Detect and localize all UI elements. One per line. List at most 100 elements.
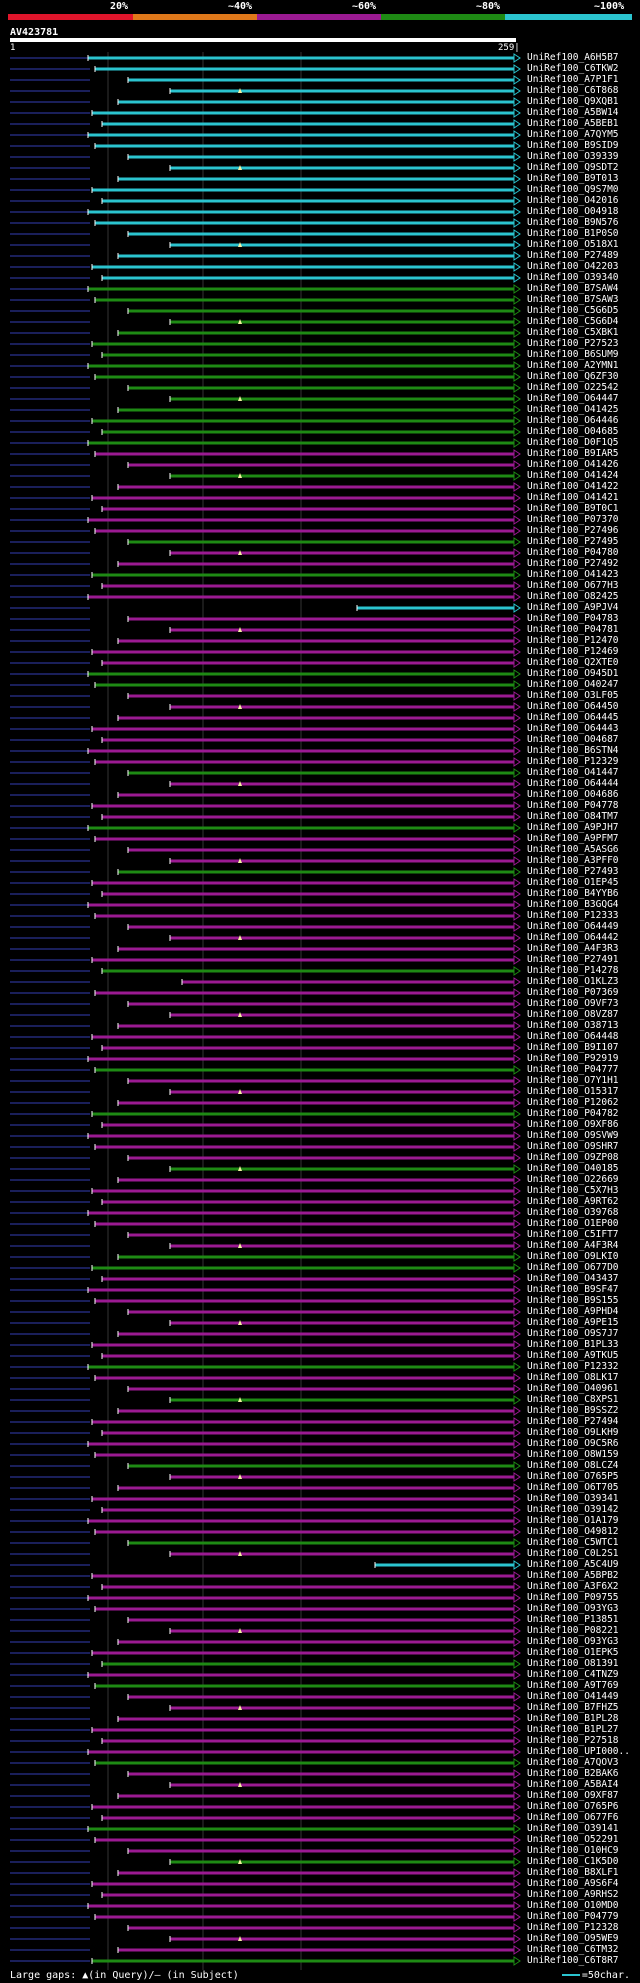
hit-label[interactable]: UniRef100_P27495 <box>527 536 619 547</box>
hit-label[interactable]: UniRef100_P08221 <box>527 1625 619 1636</box>
hit-label[interactable]: UniRef100_C6T868 <box>527 85 619 96</box>
hit-label[interactable]: UniRef100_C8XPS1 <box>527 1394 619 1405</box>
hit-label[interactable]: UniRef100_Q6ZF30 <box>527 371 619 382</box>
hit-label[interactable]: UniRef100_O64447 <box>527 393 619 404</box>
hit-label[interactable]: UniRef100_P12470 <box>527 635 619 646</box>
hit-label[interactable]: UniRef100_P27496 <box>527 525 619 536</box>
hit-label[interactable]: UniRef100_O9LKH9 <box>527 1427 619 1438</box>
hit-label[interactable]: UniRef100_O41421 <box>527 492 619 503</box>
hit-label[interactable]: UniRef100_O41424 <box>527 470 619 481</box>
hit-label[interactable]: UniRef100_P92919 <box>527 1053 619 1064</box>
hit-label[interactable]: UniRef100_P12333 <box>527 910 619 921</box>
hit-label[interactable]: UniRef100_O22542 <box>527 382 619 393</box>
hit-label[interactable]: UniRef100_O1KLZ3 <box>527 976 619 987</box>
hit-label[interactable]: UniRef100_P04779 <box>527 1911 619 1922</box>
hit-label[interactable]: UniRef100_B9SF47 <box>527 1284 619 1295</box>
hit-label[interactable]: UniRef100_A9RHS2 <box>527 1889 619 1900</box>
hit-label[interactable]: UniRef100_B9SID9 <box>527 140 619 151</box>
hit-label[interactable]: UniRef100_O39141 <box>527 1823 619 1834</box>
hit-label[interactable]: UniRef100_C0L2S1 <box>527 1548 619 1559</box>
hit-label[interactable]: UniRef100_C6TM32 <box>527 1944 619 1955</box>
hit-label[interactable]: UniRef100_P27518 <box>527 1735 619 1746</box>
hit-label[interactable]: UniRef100_A9PJV4 <box>527 602 619 613</box>
hit-label[interactable]: UniRef100_P27493 <box>527 866 619 877</box>
hit-label[interactable]: UniRef100_C6TKW2 <box>527 63 619 74</box>
hit-label[interactable]: UniRef100_O64446 <box>527 415 619 426</box>
hit-label[interactable]: UniRef100_O40247 <box>527 679 619 690</box>
hit-label[interactable]: UniRef100_A5BEB1 <box>527 118 619 129</box>
hit-label[interactable]: UniRef100_P07370 <box>527 514 619 525</box>
hit-label[interactable]: UniRef100_O64444 <box>527 778 619 789</box>
hit-label[interactable]: UniRef100_O765P5 <box>527 1471 619 1482</box>
hit-label[interactable]: UniRef100_A2YMN1 <box>527 360 619 371</box>
hit-label[interactable]: UniRef100_O38713 <box>527 1020 619 1031</box>
hit-label[interactable]: UniRef100_O765P6 <box>527 1801 619 1812</box>
hit-label[interactable]: UniRef100_C5G6D5 <box>527 305 619 316</box>
hit-label[interactable]: UniRef100_O22669 <box>527 1174 619 1185</box>
hit-label[interactable]: UniRef100_P07369 <box>527 987 619 998</box>
hit-label[interactable]: UniRef100_O3LF05 <box>527 690 619 701</box>
hit-label[interactable]: UniRef100_D0F1Q5 <box>527 437 619 448</box>
hit-label[interactable]: UniRef100_A9PE15 <box>527 1317 619 1328</box>
hit-label[interactable]: UniRef100_O518X1 <box>527 239 619 250</box>
hit-label[interactable]: UniRef100_B9T0C1 <box>527 503 619 514</box>
hit-label[interactable]: UniRef100_O9S7J7 <box>527 1328 619 1339</box>
hit-label[interactable]: UniRef100_C5IFT7 <box>527 1229 619 1240</box>
hit-label[interactable]: UniRef100_O04685 <box>527 426 619 437</box>
hit-label[interactable]: UniRef100_O9C5R6 <box>527 1438 619 1449</box>
hit-label[interactable]: UniRef100_O9XF86 <box>527 1119 619 1130</box>
hit-label[interactable]: UniRef100_C5G6D4 <box>527 316 619 327</box>
hit-label[interactable]: UniRef100_O9ZP08 <box>527 1152 619 1163</box>
hit-label[interactable]: UniRef100_O39339 <box>527 151 619 162</box>
hit-label[interactable]: UniRef100_UPI000.. <box>527 1746 630 1757</box>
hit-label[interactable]: UniRef100_Q9SDT2 <box>527 162 619 173</box>
hit-label[interactable]: UniRef100_B6SUM9 <box>527 349 619 360</box>
hit-label[interactable]: UniRef100_B2BAK6 <box>527 1768 619 1779</box>
hit-label[interactable]: UniRef100_B9I107 <box>527 1042 619 1053</box>
hit-label[interactable]: UniRef100_P04777 <box>527 1064 619 1075</box>
hit-label[interactable]: UniRef100_O8LK17 <box>527 1372 619 1383</box>
hit-label[interactable]: UniRef100_O677F6 <box>527 1812 619 1823</box>
hit-label[interactable]: UniRef100_B1P0S0 <box>527 228 619 239</box>
hit-label[interactable]: UniRef100_O04918 <box>527 206 619 217</box>
hit-label[interactable]: UniRef100_O43437 <box>527 1273 619 1284</box>
hit-label[interactable]: UniRef100_O64449 <box>527 921 619 932</box>
hit-label[interactable]: UniRef100_O1EPK5 <box>527 1647 619 1658</box>
hit-label[interactable]: UniRef100_B1PL27 <box>527 1724 619 1735</box>
hit-label[interactable]: UniRef100_O41426 <box>527 459 619 470</box>
hit-label[interactable]: UniRef100_B7SAW3 <box>527 294 619 305</box>
hit-label[interactable]: UniRef100_O93YG3 <box>527 1603 619 1614</box>
hit-label[interactable]: UniRef100_B7SAW4 <box>527 283 619 294</box>
hit-label[interactable]: UniRef100_A9T769 <box>527 1680 619 1691</box>
hit-label[interactable]: UniRef100_P04781 <box>527 624 619 635</box>
hit-label[interactable]: UniRef100_O40961 <box>527 1383 619 1394</box>
hit-label[interactable]: UniRef100_P04783 <box>527 613 619 624</box>
hit-label[interactable]: UniRef100_A6H5B7 <box>527 52 619 63</box>
hit-label[interactable]: UniRef100_C5WTC1 <box>527 1537 619 1548</box>
hit-label[interactable]: UniRef100_O84TM7 <box>527 811 619 822</box>
hit-label[interactable]: UniRef100_O41449 <box>527 1691 619 1702</box>
hit-label[interactable]: UniRef100_Q9S7M0 <box>527 184 619 195</box>
hit-label[interactable]: UniRef100_C4TNZ9 <box>527 1669 619 1680</box>
hit-label[interactable]: UniRef100_O15317 <box>527 1086 619 1097</box>
hit-label[interactable]: UniRef100_O9SVW9 <box>527 1130 619 1141</box>
hit-label[interactable]: UniRef100_O52291 <box>527 1834 619 1845</box>
hit-label[interactable]: UniRef100_P27494 <box>527 1416 619 1427</box>
hit-label[interactable]: UniRef100_A3PFF0 <box>527 855 619 866</box>
hit-label[interactable]: UniRef100_A5BAI4 <box>527 1779 619 1790</box>
hit-label[interactable]: UniRef100_A4F3R3 <box>527 943 619 954</box>
hit-label[interactable]: UniRef100_O9XF87 <box>527 1790 619 1801</box>
hit-label[interactable]: UniRef100_O64450 <box>527 701 619 712</box>
hit-label[interactable]: UniRef100_P04778 <box>527 800 619 811</box>
hit-label[interactable]: UniRef100_O64442 <box>527 932 619 943</box>
hit-label[interactable]: UniRef100_O9VF73 <box>527 998 619 1009</box>
hit-label[interactable]: UniRef100_O41447 <box>527 767 619 778</box>
hit-label[interactable]: UniRef100_P09755 <box>527 1592 619 1603</box>
hit-label[interactable]: UniRef100_P12062 <box>527 1097 619 1108</box>
hit-label[interactable]: UniRef100_O42016 <box>527 195 619 206</box>
hit-label[interactable]: UniRef100_O39142 <box>527 1504 619 1515</box>
hit-label[interactable]: UniRef100_O8W159 <box>527 1449 619 1460</box>
hit-label[interactable]: UniRef100_P27523 <box>527 338 619 349</box>
hit-label[interactable]: UniRef100_O41423 <box>527 569 619 580</box>
hit-label[interactable]: UniRef100_A5C4U9 <box>527 1559 619 1570</box>
